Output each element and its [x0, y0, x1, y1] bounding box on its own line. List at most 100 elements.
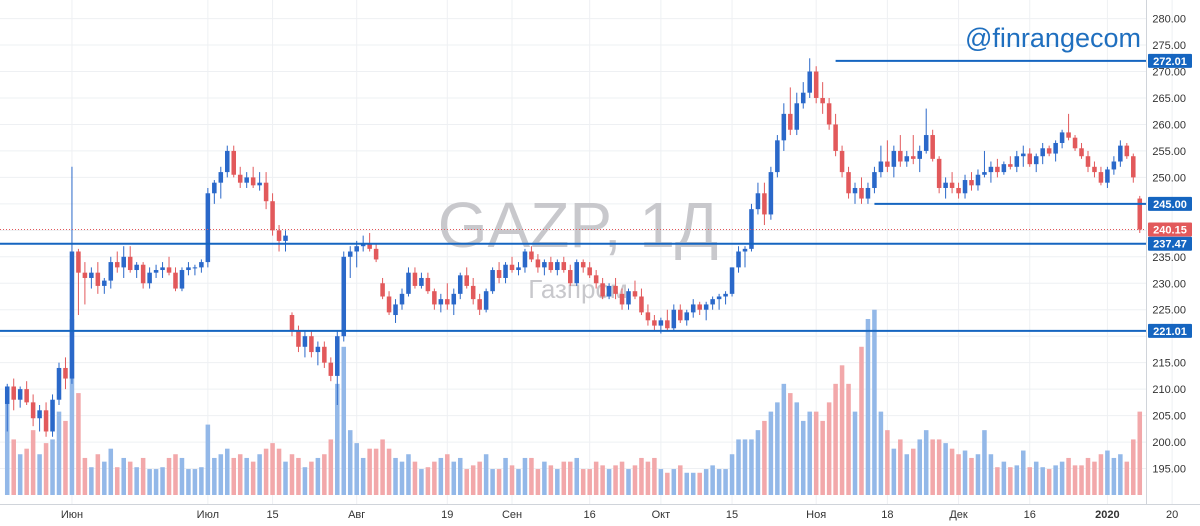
- candle-body: [373, 248, 379, 260]
- volume-bar: [567, 461, 573, 495]
- candle-body: [852, 187, 858, 194]
- volume-bar: [1085, 457, 1091, 495]
- time-tick-label: 15: [266, 509, 278, 521]
- volume-bar: [613, 465, 618, 495]
- candle-body: [982, 172, 987, 175]
- volume-bar: [406, 454, 411, 495]
- price-tick-label: 270.00: [1152, 67, 1186, 79]
- candle-body: [936, 158, 942, 188]
- candle-body: [218, 172, 224, 183]
- volume-bar: [496, 469, 502, 495]
- time-tick-label: 20: [1166, 509, 1178, 521]
- candle-body: [296, 330, 301, 347]
- volume-bar: [147, 469, 152, 495]
- level-price-label-text: 221.01: [1153, 326, 1187, 338]
- candle-body: [865, 187, 871, 199]
- candle-body: [878, 161, 884, 173]
- price-tick-label: 215.00: [1152, 358, 1186, 370]
- volume-bar: [153, 469, 159, 495]
- candle-body: [1001, 164, 1007, 173]
- volume-bar: [910, 448, 916, 495]
- candle-body: [412, 272, 418, 286]
- price-axis[interactable]: 280.00 275.00 270.00 265.00 260.00 255.00 250.…: [1152, 14, 1186, 476]
- volume-bar: [865, 318, 871, 495]
- candle-body: [891, 150, 897, 167]
- level-lines: [0, 59, 1146, 332]
- time-tick-label: Ноя: [806, 509, 826, 521]
- candle-body: [386, 296, 392, 313]
- candle-body: [1021, 153, 1026, 157]
- candle-body: [652, 320, 657, 326]
- volume-bar: [373, 448, 379, 495]
- volume-bar: [37, 454, 42, 495]
- volume-bar: [1098, 454, 1104, 495]
- volume-bar: [697, 472, 702, 495]
- volume-bar: [166, 457, 172, 495]
- volume-bar: [658, 469, 664, 495]
- volume-bar: [360, 457, 366, 495]
- volume-bar: [11, 439, 16, 495]
- volume-bar: [108, 448, 114, 495]
- volume-bar: [684, 472, 690, 495]
- volume-bar: [898, 439, 903, 495]
- candle-body: [639, 296, 644, 313]
- candle-body: [270, 201, 275, 231]
- candle-body: [684, 312, 690, 321]
- candle-body: [742, 248, 748, 252]
- candle-body: [283, 235, 288, 241]
- volume-bar: [225, 448, 230, 495]
- time-axis[interactable]: Июн Июл 15 Авг 19 Сен 16 Окт 15 Ноя 18 Дек 16 2020 20: [61, 509, 1178, 521]
- volume-bar: [1021, 450, 1026, 495]
- volume-bar: [723, 469, 728, 495]
- price-tick-label: 250.00: [1152, 172, 1186, 184]
- candle-body: [244, 177, 249, 183]
- volume-bar: [820, 420, 825, 495]
- volume-bar: [600, 465, 605, 495]
- candle-body: [658, 320, 664, 326]
- volume-bar: [477, 461, 482, 495]
- candle-body: [503, 264, 508, 278]
- candle-body: [1008, 164, 1013, 167]
- volume-bar: [1131, 439, 1136, 495]
- candle-body: [1098, 172, 1104, 183]
- volume-bar: [781, 383, 787, 495]
- volume-bar: [762, 420, 767, 495]
- candle-body: [561, 262, 567, 271]
- level-price-label-text: 272.01: [1153, 56, 1187, 68]
- volume-bar: [328, 439, 334, 495]
- volume-bar: [580, 469, 586, 495]
- candle-body: [399, 293, 405, 305]
- volume-bar: [736, 439, 741, 495]
- volume-bar: [930, 439, 935, 495]
- volume-bar: [1001, 461, 1007, 495]
- candle-body: [380, 283, 385, 297]
- candle-body: [102, 280, 107, 286]
- candle-body: [516, 267, 521, 271]
- price-tick-label: 235.00: [1152, 252, 1186, 264]
- candle-body: [1053, 142, 1058, 154]
- candle-body: [1033, 156, 1039, 165]
- candle-body: [289, 315, 295, 331]
- volume-bar: [17, 454, 23, 495]
- candle-body: [309, 336, 314, 353]
- volume-bar: [626, 469, 631, 495]
- volume-bar: [244, 457, 249, 495]
- volume-bar: [270, 443, 275, 495]
- volume-bar: [775, 402, 780, 495]
- volume-bar: [956, 454, 961, 495]
- time-tick-label: 2020: [1095, 509, 1119, 521]
- candle-body: [470, 285, 476, 300]
- candle-body: [50, 399, 55, 432]
- volume-bar: [548, 465, 554, 495]
- candle-body: [1105, 169, 1110, 183]
- level-price-label-box: [1148, 196, 1192, 211]
- candle-body: [127, 256, 133, 271]
- volume-bar: [341, 346, 347, 495]
- candle-body: [917, 150, 922, 159]
- candle-body: [464, 275, 469, 286]
- volume-bar: [639, 457, 644, 495]
- volume-bar: [121, 457, 126, 495]
- volume-bar: [483, 454, 489, 495]
- volume-bar: [574, 457, 580, 495]
